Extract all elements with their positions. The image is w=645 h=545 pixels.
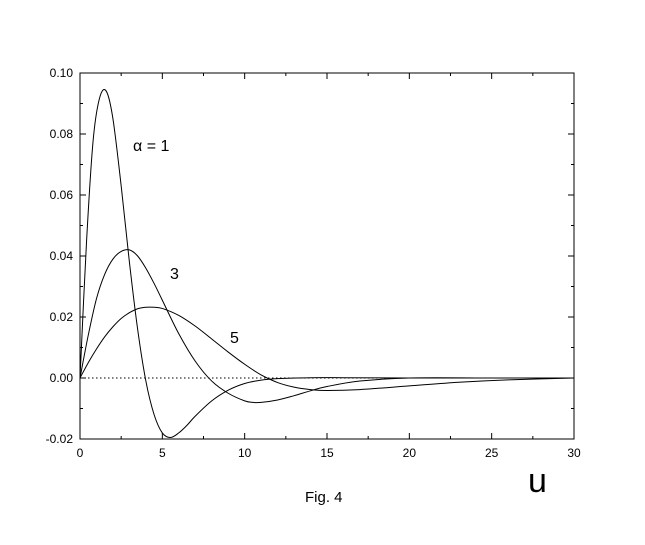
x-tick-label: 30 xyxy=(567,446,581,460)
curve-alpha-1 xyxy=(79,89,574,438)
x-tick-label: 5 xyxy=(159,446,166,460)
figure-caption: Fig. 4 xyxy=(305,489,343,506)
curve-5 xyxy=(79,306,575,392)
curve-label-3: 3 xyxy=(170,266,179,283)
y-tick-label: 0.00 xyxy=(50,371,74,385)
x-tick-label: 20 xyxy=(403,446,417,460)
y-tick-label: 0.02 xyxy=(50,310,74,324)
x-tick-label: 10 xyxy=(238,446,252,460)
y-tick-label: 0.06 xyxy=(50,188,74,202)
curve-label-alpha-1: α = 1 xyxy=(133,138,169,155)
plot-frame xyxy=(79,72,575,440)
axis-ticks xyxy=(79,72,575,440)
tick-labels: 0 5 10 15 20 25 30 -0.02 0.00 0.02 0.04 0.06 0.08 0.1… xyxy=(46,66,581,460)
x-tick-label: 0 xyxy=(77,446,84,460)
x-axis-label: u xyxy=(528,462,547,500)
x-tick-label: 25 xyxy=(485,446,499,460)
y-tick-label: 0.10 xyxy=(50,66,74,80)
curve-label-5: 5 xyxy=(230,330,239,347)
curves xyxy=(79,89,575,438)
y-tick-label: -0.02 xyxy=(46,432,74,446)
y-tick-label: 0.08 xyxy=(50,127,74,141)
x-tick-label: 15 xyxy=(320,446,334,460)
curve-3 xyxy=(79,249,574,404)
y-tick-label: 0.04 xyxy=(50,249,74,263)
